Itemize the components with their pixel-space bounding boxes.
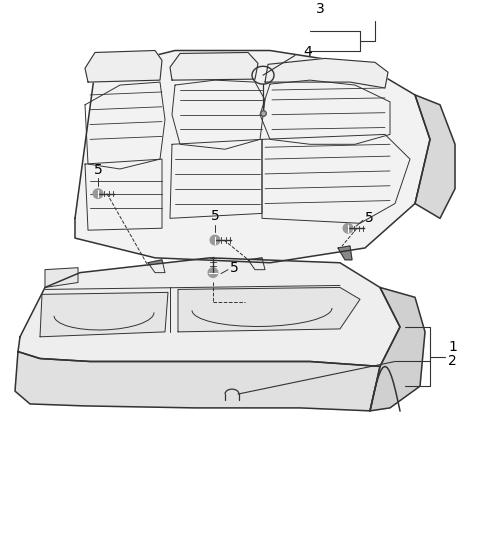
Polygon shape [85,50,162,82]
Text: 2: 2 [448,355,457,368]
Polygon shape [18,258,400,366]
Text: 5: 5 [94,163,102,177]
Polygon shape [178,288,360,332]
Polygon shape [415,95,455,218]
Text: 5: 5 [230,261,239,275]
Polygon shape [148,260,165,273]
Polygon shape [15,352,380,411]
Polygon shape [265,58,388,88]
Polygon shape [40,293,168,337]
Text: 5: 5 [365,211,374,225]
Polygon shape [170,53,258,80]
Text: 4: 4 [303,45,312,59]
Polygon shape [370,288,425,411]
Text: 3: 3 [316,2,324,16]
Polygon shape [75,50,430,263]
Circle shape [343,223,353,233]
Polygon shape [45,268,78,288]
Circle shape [210,235,220,245]
Text: 1: 1 [448,340,457,353]
Circle shape [208,268,218,278]
Circle shape [93,189,103,198]
Text: 5: 5 [211,209,219,223]
Polygon shape [338,246,352,260]
Polygon shape [248,258,265,270]
